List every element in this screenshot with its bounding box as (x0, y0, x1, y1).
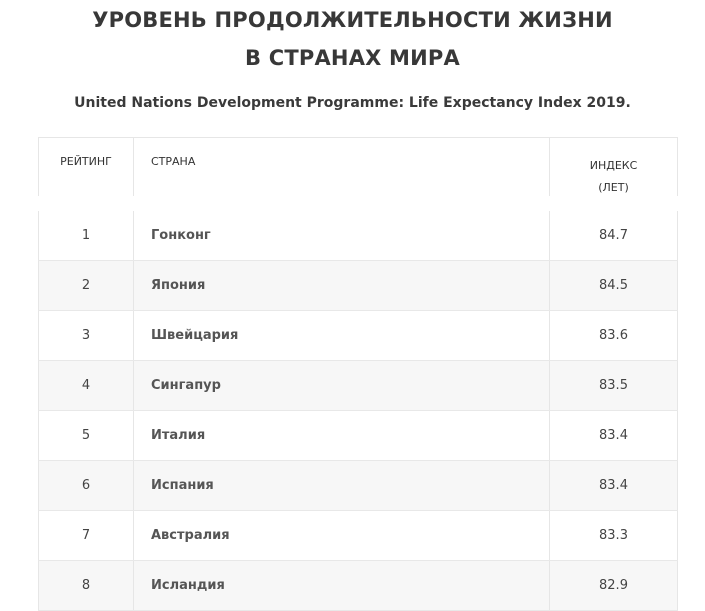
country-cell: Италия (133, 411, 549, 460)
country-cell: Сингапур (133, 361, 549, 410)
header-index-unit: (ЛЕТ) (598, 181, 629, 194)
header-index-label: ИНДЕКС (589, 159, 638, 172)
index-cell: 84.7 (549, 211, 678, 260)
index-cell: 82.9 (549, 561, 678, 610)
rank-cell: 5 (38, 411, 133, 460)
rank-cell: 7 (38, 511, 133, 560)
table-row: 8 Исландия 82.9 (38, 561, 678, 611)
rank-cell: 8 (38, 561, 133, 610)
country-cell: Исландия (133, 561, 549, 610)
life-expectancy-table: РЕЙТИНГ СТРАНА ИНДЕКС (ЛЕТ) 1 Гонконг 84… (38, 137, 678, 611)
header-index: ИНДЕКС (ЛЕТ) (549, 138, 678, 196)
table-row: 6 Испания 83.4 (38, 461, 678, 511)
rank-cell: 2 (38, 261, 133, 310)
rank-cell: 3 (38, 311, 133, 360)
country-cell: Австралия (133, 511, 549, 560)
index-cell: 84.5 (549, 261, 678, 310)
table-header: РЕЙТИНГ СТРАНА ИНДЕКС (ЛЕТ) (38, 137, 678, 196)
index-cell: 83.4 (549, 411, 678, 460)
table-row: 2 Япония 84.5 (38, 261, 678, 311)
table-row: 3 Швейцария 83.6 (38, 311, 678, 361)
header-country: СТРАНА (133, 138, 549, 196)
country-cell: Япония (133, 261, 549, 310)
index-cell: 83.3 (549, 511, 678, 560)
rank-cell: 4 (38, 361, 133, 410)
table-row: 4 Сингапур 83.5 (38, 361, 678, 411)
index-cell: 83.4 (549, 461, 678, 510)
rank-cell: 6 (38, 461, 133, 510)
page-title-line-1: УРОВЕНЬ ПРОДОЛЖИТЕЛЬНОСТИ ЖИЗНИ (92, 8, 613, 32)
index-cell: 83.6 (549, 311, 678, 360)
table-row: 7 Австралия 83.3 (38, 511, 678, 561)
page-title-line-2: В СТРАНАХ МИРА (245, 46, 460, 70)
header-rank: РЕЙТИНГ (38, 138, 133, 196)
country-cell: Испания (133, 461, 549, 510)
country-cell: Швейцария (133, 311, 549, 360)
page-subtitle: United Nations Development Programme: Li… (74, 95, 631, 111)
table-row: 1 Гонконг 84.7 (38, 211, 678, 261)
table-row: 5 Италия 83.4 (38, 411, 678, 461)
rank-cell: 1 (38, 211, 133, 260)
index-cell: 83.5 (549, 361, 678, 410)
country-cell: Гонконг (133, 211, 549, 260)
